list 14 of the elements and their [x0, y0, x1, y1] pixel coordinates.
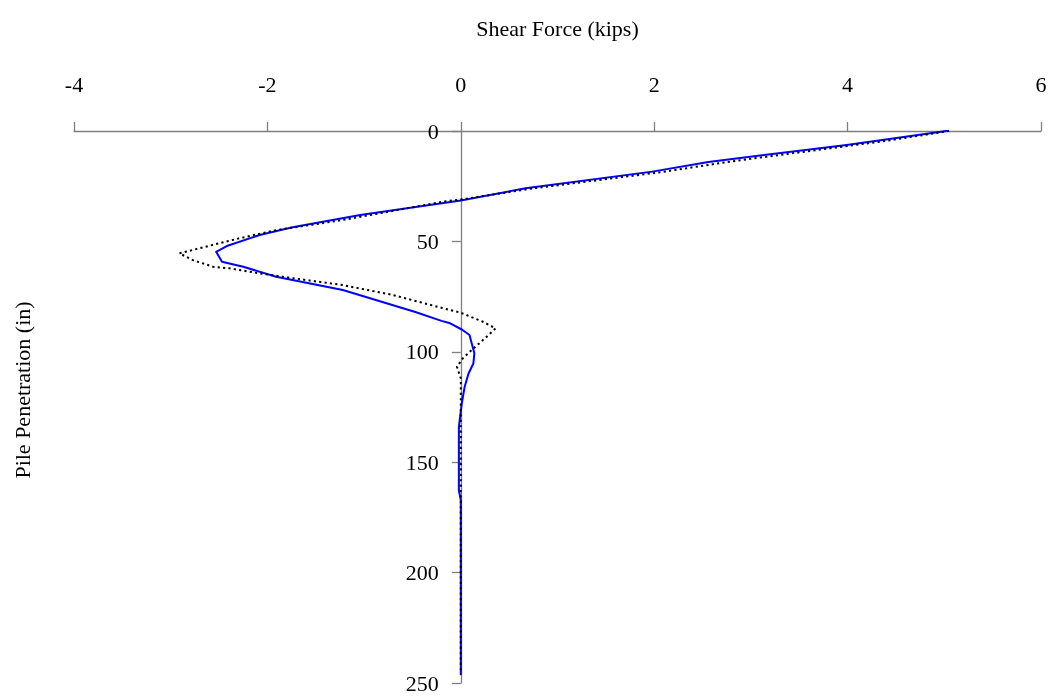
x-tick-label: 2: [648, 71, 660, 97]
y-tick-label: 0: [427, 118, 439, 144]
y-tick-label: 100: [405, 339, 439, 365]
x-tick-label: 4: [842, 71, 854, 97]
y-tick-label: 250: [405, 670, 439, 696]
x-tick-label: 6: [1035, 71, 1047, 97]
y-tick-label: 200: [405, 560, 439, 586]
y-tick-label: 50: [416, 228, 439, 254]
y-axis-title: Pile Penetration (in): [9, 301, 35, 479]
x-tick-label: -2: [258, 71, 277, 97]
x-tick-label: -4: [64, 71, 84, 97]
x-tick-label: 0: [455, 71, 467, 97]
x-axis-title: Shear Force (kips): [476, 15, 639, 41]
y-tick-label: 150: [405, 449, 439, 475]
